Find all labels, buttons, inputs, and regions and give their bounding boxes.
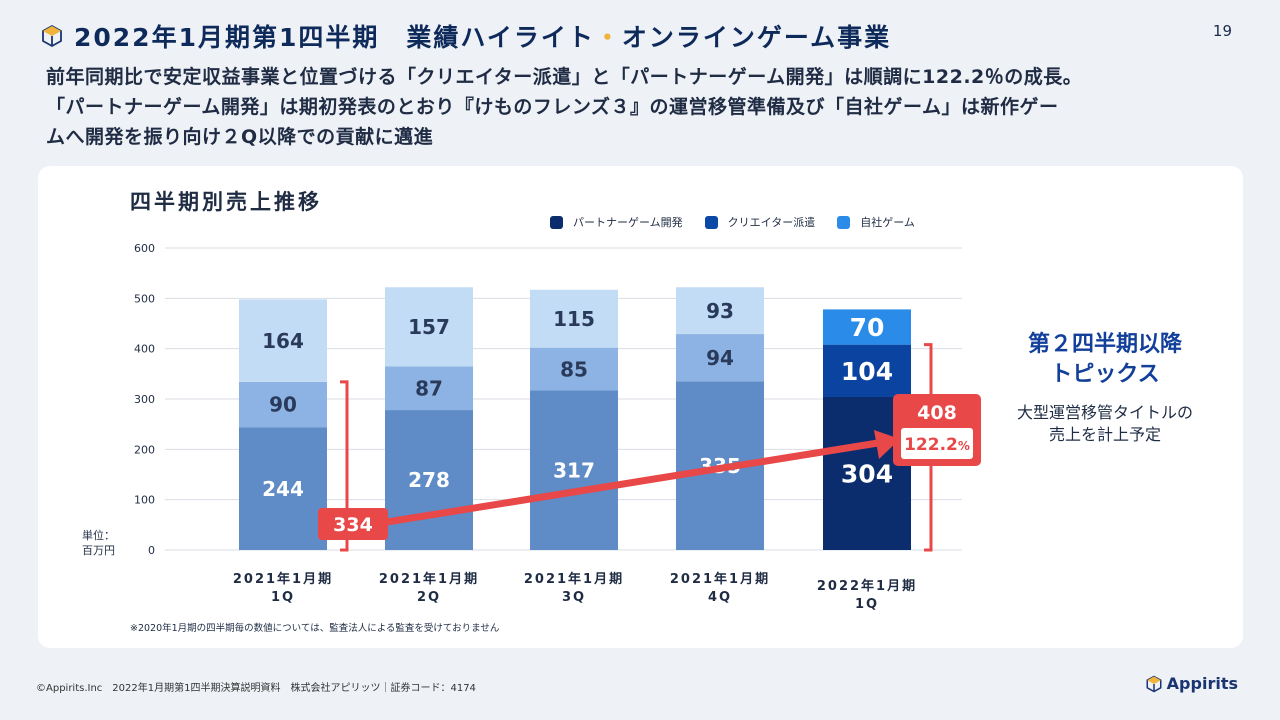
growth-rate-label: 122.2% [904, 435, 970, 455]
x-category-label: 1Q [271, 590, 295, 605]
bar-value-label: 85 [560, 357, 588, 381]
y-tick-label: 400 [134, 343, 155, 356]
page-title: 2022年1月期第1四半期 業績ハイライト・オンラインゲーム事業 [74, 18, 891, 54]
x-category-label: 2021年1月期 [524, 571, 624, 587]
subtitle-line: 前年同期比で安定収益事業と位置づける「クリエイター派遣」と「パートナーゲーム開発… [46, 66, 1083, 88]
bar-value-label: 244 [262, 477, 304, 501]
bar-value-label: 94 [706, 346, 734, 370]
unit-label: 単位： 百万円 [82, 528, 115, 558]
topics-body-line: 売上を計上予定 [1048, 425, 1161, 444]
legend-label: 自社ゲーム [860, 216, 915, 229]
topics-heading-line: 第２四半期以降 [1027, 332, 1182, 357]
subtitle-line: ムへ開発を振り向け２Q以降での貢献に邁進 [46, 126, 434, 148]
bar-segment [530, 347, 618, 391]
legend-label: パートナーゲーム開発 [573, 216, 683, 229]
brand-cube-icon [1146, 675, 1162, 692]
bar-segment [385, 366, 473, 411]
bar-value-label: 278 [408, 468, 450, 492]
bar-segment [530, 390, 618, 550]
legend-item: 自社ゲーム [837, 214, 915, 230]
bar-value-label: 87 [415, 376, 443, 400]
x-category-label: 2021年1月期 [670, 571, 770, 587]
x-category-label: 2021年1月期 [233, 571, 333, 587]
topics-panel: 第２四半期以降 トピックス 大型運営移管タイトルの 売上を計上予定 [1000, 330, 1210, 446]
bar-segment [823, 344, 911, 397]
x-category-label: 2021年1月期 [379, 571, 479, 587]
bar-value-label: 70 [850, 313, 885, 342]
bar-value-label: 115 [553, 307, 595, 331]
bar-segment [239, 381, 327, 428]
growth-rate-box [901, 428, 973, 459]
bar-segment [239, 427, 327, 550]
subtitle: 前年同期比で安定収益事業と位置づける「クリエイター派遣」と「パートナーゲーム開発… [46, 62, 1246, 152]
legend-swatch [837, 215, 851, 229]
bar-value-label: 157 [408, 315, 450, 339]
title-main: 2022年1月期第1四半期 業績ハイライト [74, 23, 595, 52]
subtitle-line: 「パートナーゲーム開発」は期初発表のとおり『けものフレンズ３』の運営移管準備及び… [46, 96, 1059, 118]
bar-value-label: 164 [262, 329, 304, 353]
bar-segment [385, 287, 473, 367]
growth-arrow-line [355, 439, 879, 531]
y-tick-label: 300 [134, 393, 155, 406]
y-tick-label: 100 [134, 494, 155, 507]
title-row: 2022年1月期第1四半期 業績ハイライト・オンラインゲーム事業 [40, 18, 891, 54]
legend-item: パートナーゲーム開発 [550, 214, 683, 230]
bar-segment [530, 289, 618, 348]
bar-segment [823, 309, 911, 345]
topics-heading: 第２四半期以降 トピックス [1000, 330, 1210, 390]
unit-label-line: 単位： [82, 529, 115, 542]
legend-label: クリエイター派遣 [727, 216, 816, 229]
x-category-label: 1Q [855, 597, 879, 612]
brand-name: Appirits [1166, 674, 1238, 693]
growth-rate-value: 122.2 [904, 435, 958, 455]
bar-value-label: 90 [269, 393, 297, 417]
chart-footnote: ※2020年1月期の四半期毎の数値については、監査法人による監査を受けておりませ… [130, 623, 500, 634]
title-sub: オンラインゲーム事業 [621, 23, 892, 52]
y-tick-label: 500 [134, 292, 155, 305]
bar-segment [385, 410, 473, 550]
bar-value-label: 93 [706, 299, 734, 323]
page-number: 19 [1212, 22, 1232, 40]
growth-rate-unit: % [958, 439, 970, 453]
brand-logo: Appirits [1145, 674, 1238, 693]
bar-value-label: 317 [553, 458, 595, 482]
comparison-bracket [340, 380, 349, 552]
bar-segment [676, 287, 764, 335]
end-value-label: 408 [917, 402, 957, 424]
title-dot: ・ [594, 23, 622, 52]
chart-title: 四半期別売上推移 [130, 190, 322, 214]
footer-copyright: ©Appirits.Inc 2022年1月期第1四半期決算説明資料 株式会社アピ… [36, 683, 476, 694]
topics-heading-line: トピックス [1050, 362, 1160, 387]
bar-value-label: 304 [841, 459, 893, 488]
cube-logo-icon [42, 24, 62, 48]
bar-segment [676, 334, 764, 382]
start-value-box [318, 508, 388, 540]
topics-body-line: 大型運営移管タイトルの [1016, 403, 1193, 422]
legend-swatch [704, 215, 718, 229]
x-category-label: 2Q [417, 590, 441, 605]
bar-segment [239, 299, 327, 382]
x-category-label: 3Q [562, 590, 586, 605]
y-tick-label: 600 [134, 242, 155, 255]
chart-card [38, 166, 1243, 648]
topics-body: 大型運営移管タイトルの 売上を計上予定 [1000, 402, 1210, 446]
unit-label-line: 百万円 [82, 544, 115, 557]
x-category-label: 2022年1月期 [817, 578, 917, 594]
y-tick-label: 200 [134, 443, 155, 456]
start-value-label: 334 [333, 514, 373, 536]
legend-item: クリエイター派遣 [704, 214, 816, 230]
x-category-label: 4Q [708, 590, 732, 605]
chart-legend: パートナーゲーム開発 クリエイター派遣 自社ゲーム [550, 214, 937, 230]
bar-value-label: 104 [841, 357, 893, 386]
y-tick-label: 0 [148, 544, 155, 557]
legend-swatch [550, 215, 563, 229]
